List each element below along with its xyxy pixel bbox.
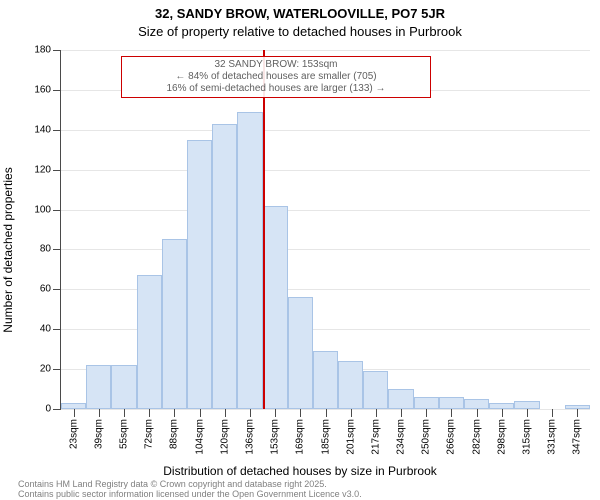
histogram-bar: [338, 361, 363, 409]
x-tick-label: 169sqm: [295, 419, 306, 455]
gridline: [61, 210, 590, 211]
y-tick-label: 60: [40, 284, 51, 295]
y-axis-label: Number of detached properties: [1, 167, 15, 332]
histogram-bar: [514, 401, 539, 409]
x-tick-label: 315sqm: [522, 419, 533, 455]
x-tick: [451, 409, 452, 417]
histogram-bar: [212, 124, 237, 409]
x-tick-label: 234sqm: [396, 419, 407, 455]
x-tick: [376, 409, 377, 417]
histogram-bar: [137, 275, 162, 409]
y-tick-label: 140: [34, 124, 51, 135]
y-tick: [53, 369, 61, 370]
x-tick: [250, 409, 251, 417]
y-tick: [53, 130, 61, 131]
y-tick-label: 160: [34, 84, 51, 95]
gridline: [61, 170, 590, 171]
y-tick: [53, 50, 61, 51]
histogram-bar: [162, 239, 187, 409]
y-tick-label: 100: [34, 204, 51, 215]
x-tick-label: 347sqm: [572, 419, 583, 455]
y-tick: [53, 249, 61, 250]
x-tick: [326, 409, 327, 417]
x-tick-label: 72sqm: [144, 419, 155, 449]
annotation-line: ← 84% of detached houses are smaller (70…: [128, 71, 424, 83]
histogram-bar: [288, 297, 313, 409]
x-tick: [74, 409, 75, 417]
plot-area: 02040608010012014016018023sqm39sqm55sqm7…: [60, 50, 590, 410]
x-tick: [200, 409, 201, 417]
x-tick: [300, 409, 301, 417]
histogram-bar: [388, 389, 413, 409]
footnote: Contains HM Land Registry data © Crown c…: [18, 480, 362, 500]
x-tick: [401, 409, 402, 417]
x-tick-label: 153sqm: [270, 419, 281, 455]
y-tick-label: 80: [40, 244, 51, 255]
x-tick-label: 185sqm: [320, 419, 331, 455]
footnote-line2: Contains public sector information licen…: [18, 490, 362, 500]
x-axis-label: Distribution of detached houses by size …: [0, 464, 600, 478]
histogram-bar: [439, 397, 464, 409]
annotation-box: 32 SANDY BROW: 153sqm← 84% of detached h…: [121, 56, 431, 98]
x-tick: [552, 409, 553, 417]
y-tick-label: 180: [34, 45, 51, 56]
histogram-bar: [237, 112, 262, 409]
x-tick-label: 266sqm: [446, 419, 457, 455]
x-tick-label: 217sqm: [370, 419, 381, 455]
gridline: [61, 130, 590, 131]
x-tick: [577, 409, 578, 417]
x-tick: [124, 409, 125, 417]
x-tick: [225, 409, 226, 417]
histogram-bar: [313, 351, 338, 409]
histogram-bar: [187, 140, 212, 409]
x-tick-label: 298sqm: [496, 419, 507, 455]
y-tick: [53, 289, 61, 290]
gridline: [61, 249, 590, 250]
x-tick: [99, 409, 100, 417]
x-tick-label: 55sqm: [118, 419, 129, 449]
histogram-bar: [111, 365, 136, 409]
y-tick-label: 0: [45, 404, 51, 415]
x-tick-label: 201sqm: [345, 419, 356, 455]
x-tick: [275, 409, 276, 417]
x-tick: [149, 409, 150, 417]
x-tick-label: 39sqm: [93, 419, 104, 449]
gridline: [61, 50, 590, 51]
x-tick-label: 120sqm: [219, 419, 230, 455]
x-tick: [426, 409, 427, 417]
annotation-line: 16% of semi-detached houses are larger (…: [128, 83, 424, 95]
histogram-bar: [464, 399, 489, 409]
y-tick: [53, 170, 61, 171]
histogram-bar: [363, 371, 388, 409]
x-tick-label: 136sqm: [244, 419, 255, 455]
x-tick: [502, 409, 503, 417]
x-tick: [174, 409, 175, 417]
y-tick: [53, 329, 61, 330]
chart-title-line2: Size of property relative to detached ho…: [0, 24, 600, 39]
x-tick-label: 23sqm: [68, 419, 79, 449]
x-tick: [351, 409, 352, 417]
y-tick-label: 120: [34, 164, 51, 175]
x-tick-label: 331sqm: [547, 419, 558, 455]
x-tick-label: 88sqm: [169, 419, 180, 449]
y-tick: [53, 210, 61, 211]
x-tick: [477, 409, 478, 417]
reference-line: [263, 50, 265, 409]
y-tick-label: 20: [40, 364, 51, 375]
x-tick-label: 282sqm: [471, 419, 482, 455]
x-tick-label: 250sqm: [421, 419, 432, 455]
histogram-bar: [414, 397, 439, 409]
x-tick-label: 104sqm: [194, 419, 205, 455]
y-tick-label: 40: [40, 324, 51, 335]
histogram-bar: [263, 206, 288, 409]
y-tick: [53, 90, 61, 91]
chart-title-line1: 32, SANDY BROW, WATERLOOVILLE, PO7 5JR: [0, 6, 600, 21]
x-tick: [527, 409, 528, 417]
histogram-bar: [86, 365, 111, 409]
y-tick: [53, 409, 61, 410]
annotation-line: 32 SANDY BROW: 153sqm: [128, 59, 424, 71]
